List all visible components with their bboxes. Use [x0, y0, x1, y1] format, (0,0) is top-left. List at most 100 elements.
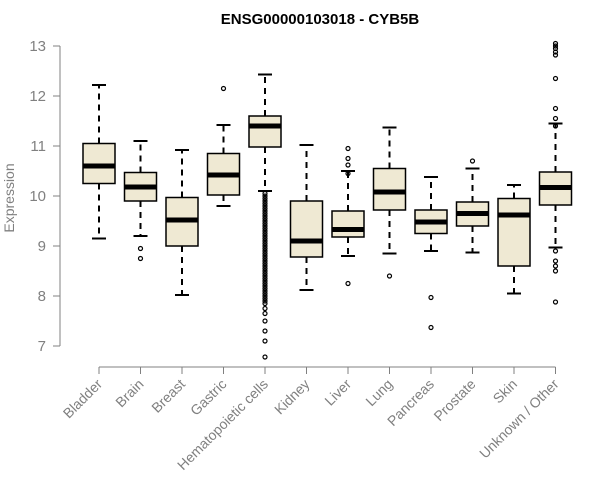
boxes	[82, 40, 573, 360]
box-prostate	[455, 158, 490, 254]
outlier-point	[262, 288, 268, 294]
outlier-point	[262, 275, 268, 282]
y-tick-label: 11	[30, 138, 46, 155]
outlier-point	[262, 215, 268, 222]
x-tick-label: Kidney	[271, 376, 313, 418]
outlier-point	[262, 258, 268, 264]
outlier-point	[262, 278, 268, 284]
outlier-point	[262, 250, 268, 257]
outlier-point	[262, 248, 268, 254]
box-lung	[372, 126, 407, 279]
outlier-point	[262, 300, 268, 307]
outlier-point	[262, 223, 268, 229]
outlier-point	[262, 218, 268, 224]
outlier-point	[262, 260, 268, 267]
y-axis: 7 8 9 10 11 12 13	[29, 38, 61, 355]
outlier-point	[552, 115, 559, 122]
outlier-point	[262, 213, 268, 219]
outlier-point	[262, 253, 268, 259]
outlier-point	[262, 193, 268, 199]
outlier-point	[262, 190, 268, 197]
box-bladder	[82, 84, 116, 240]
box-kidney	[289, 144, 324, 291]
outlier-point	[262, 200, 268, 207]
outlier-point	[262, 318, 268, 324]
outlier-point	[262, 328, 268, 334]
box-liver	[331, 145, 365, 287]
x-tick-label: Liver	[321, 376, 354, 409]
outlier-point	[552, 299, 559, 305]
outlier-point	[262, 240, 268, 247]
outlier-point	[386, 273, 393, 279]
outlier-point	[262, 255, 268, 262]
outlier-point	[262, 305, 268, 312]
outlier-point	[262, 338, 268, 344]
outlier-point	[262, 298, 268, 304]
iqr-box	[497, 197, 531, 267]
y-axis-label: Expression	[1, 163, 17, 232]
outlier-point	[552, 52, 559, 58]
outlier-point	[262, 290, 268, 297]
x-tick-label: Lung	[362, 376, 395, 409]
y-tick-label: 9	[38, 238, 46, 255]
box-hematopoietic-cells	[248, 73, 282, 360]
outlier-point	[137, 245, 144, 252]
outlier-point	[262, 208, 268, 214]
outlier-point	[262, 228, 268, 234]
outlier-point	[345, 155, 351, 162]
x-tick-label: Skin	[490, 376, 521, 407]
iqr-box	[331, 210, 365, 238]
outlier-point	[137, 255, 144, 262]
outlier-point	[262, 205, 268, 212]
y-tick-label: 12	[29, 88, 46, 105]
outlier-point	[428, 324, 434, 331]
outlier-point	[262, 198, 268, 204]
box-breast	[165, 149, 199, 296]
outlier-point	[552, 40, 559, 47]
outlier-point	[262, 263, 268, 269]
box-gastric	[206, 85, 241, 207]
outlier-point	[552, 268, 559, 274]
outlier-point	[262, 243, 268, 249]
outlier-point	[552, 49, 559, 55]
outlier-point	[262, 273, 268, 279]
box-skin	[497, 184, 531, 295]
outlier-point	[345, 280, 351, 287]
x-tick-label: Breast	[148, 376, 188, 416]
outlier-point	[469, 158, 476, 164]
x-tick-label: Brain	[112, 376, 146, 410]
outlier-point	[552, 105, 559, 112]
iqr-box	[289, 200, 324, 258]
outlier-point	[262, 245, 268, 252]
outlier-point	[552, 248, 559, 254]
outlier-point	[262, 195, 268, 202]
x-tick-label: Prostate	[430, 376, 478, 424]
iqr-box	[248, 115, 282, 148]
box-pancreas	[414, 176, 448, 331]
outlier-point	[552, 75, 559, 82]
iqr-box	[372, 167, 407, 211]
outlier-point	[262, 233, 268, 239]
chart-title: ENSG00000103018 - CYB5B	[221, 11, 420, 28]
outlier-point	[220, 85, 227, 92]
outlier-point	[552, 258, 559, 264]
outlier-point	[552, 43, 559, 49]
outlier-point	[262, 225, 268, 232]
outlier-point	[345, 145, 351, 152]
outlier-point	[262, 268, 268, 274]
outlier-point	[262, 265, 268, 272]
y-tick-label: 10	[29, 188, 46, 205]
box-unknown-other	[538, 40, 573, 305]
y-tick-label: 13	[29, 38, 46, 55]
x-tick-label: Unknown / Other	[476, 376, 562, 462]
outlier-point	[262, 310, 268, 317]
outlier-point	[262, 285, 268, 292]
outlier-point	[262, 203, 268, 209]
outlier-point	[262, 280, 268, 287]
outlier-point	[262, 235, 268, 242]
outlier-point	[262, 230, 268, 237]
outlier-point	[262, 354, 268, 360]
x-tick-label: Bladder	[60, 376, 106, 422]
box-brain	[123, 140, 158, 262]
